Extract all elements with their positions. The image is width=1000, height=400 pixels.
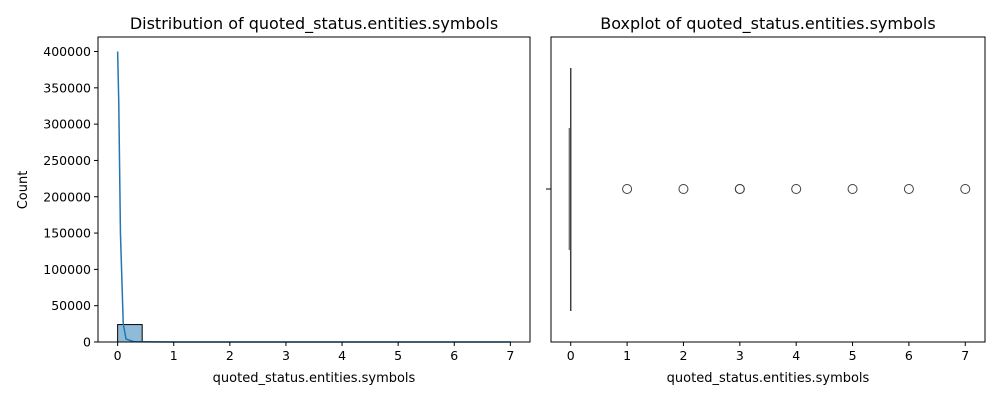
histogram-x-tick-label-7: 7 (506, 348, 514, 363)
histogram-x-tick-label-1: 1 (170, 348, 178, 363)
histogram-x-tick-label-3: 3 (282, 348, 290, 363)
boxplot-x-tick-label-2: 2 (679, 348, 687, 363)
boxplot-outlier-1 (678, 184, 689, 194)
boxplot-outlier-5 (847, 184, 858, 194)
histogram-bar-0 (117, 324, 143, 343)
boxplot-outlier-7 (960, 184, 971, 194)
histogram-y-tick-label-200000: 200000 (43, 189, 91, 204)
boxplot-outlier-3 (734, 184, 745, 194)
histogram-x-ticks: 0 1 2 3 4 5 6 7 (114, 342, 514, 363)
histogram-y-tick-label-300000: 300000 (43, 117, 91, 132)
histogram-y-tick-label-350000: 350000 (43, 80, 91, 95)
boxplot-panel: Boxplot of quoted_status.entities.symbol… (546, 14, 986, 386)
boxplot-x-tick-label-5: 5 (849, 348, 857, 363)
boxplot-x-tick-label-6: 6 (905, 348, 913, 363)
boxplot-x-tick-label-7: 7 (961, 348, 969, 363)
boxplot-x-ticks: 0 1 2 3 4 5 6 7 (567, 342, 969, 363)
histogram-x-tick-label-6: 6 (450, 348, 458, 363)
histogram-y-tick-label-50000: 50000 (51, 298, 91, 313)
histogram-x-axis-label: quoted_status.entities.symbols (213, 371, 416, 386)
histogram-x-tick-label-0: 0 (114, 348, 122, 363)
histogram-title: Distribution of quoted_status.entities.s… (130, 14, 498, 34)
histogram-y-tick-label-0: 0 (83, 335, 91, 350)
boxplot-title: Boxplot of quoted_status.entities.symbol… (600, 14, 935, 34)
histogram-axes-frame (97, 36, 531, 343)
histogram-x-tick-label-4: 4 (338, 348, 346, 363)
histogram-y-tick-label-400000: 400000 (43, 44, 91, 59)
histogram-x-tick-label-2: 2 (226, 348, 234, 363)
boxplot-outlier-0 (622, 184, 633, 194)
histogram-x-tick-label-5: 5 (394, 348, 402, 363)
histogram-y-axis-label: Count (16, 171, 31, 210)
boxplot-outlier-4 (791, 184, 802, 194)
boxplot-x-tick-label-1: 1 (623, 348, 631, 363)
histogram-y-tick-label-150000: 150000 (43, 226, 91, 241)
histogram-panel: Distribution of quoted_status.entities.s… (16, 14, 531, 386)
boxplot-x-tick-label-3: 3 (736, 348, 744, 363)
histogram-y-ticks: 0 50000 100000 150000 200000 250000 300000 3500… (43, 44, 98, 350)
boxplot-x-tick-label-4: 4 (792, 348, 800, 363)
histogram-y-tick-label-250000: 250000 (43, 153, 91, 168)
boxplot-x-tick-label-0: 0 (567, 348, 575, 363)
boxplot-outlier-6 (903, 184, 914, 194)
histogram-y-tick-label-100000: 100000 (43, 262, 91, 277)
boxplot-x-axis-label: quoted_status.entities.symbols (667, 371, 870, 386)
boxplot-marks (568, 68, 971, 311)
